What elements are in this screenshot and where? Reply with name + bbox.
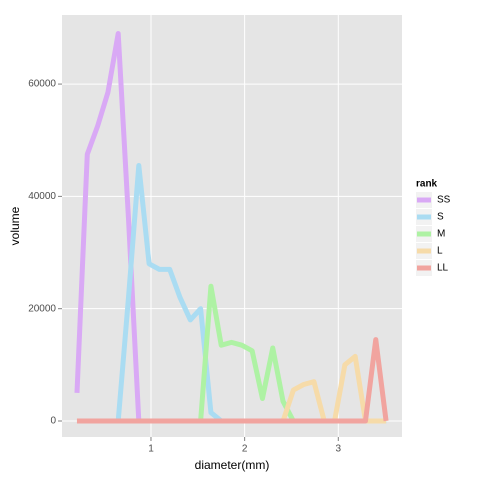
x-tick-label: 1	[148, 444, 154, 455]
legend-label: S	[437, 212, 444, 223]
series-line	[76, 337, 389, 424]
plot-panel	[62, 15, 402, 437]
legend-label: M	[437, 229, 445, 240]
y-tick-label: 0	[50, 416, 56, 427]
y-axis-title: volume	[8, 206, 22, 245]
x-axis-title: diameter(mm)	[195, 458, 270, 472]
y-tick-label: 60000	[28, 79, 56, 90]
y-tick-label: 40000	[28, 191, 56, 202]
x-tick-label: 2	[242, 444, 248, 455]
legend-label: LL	[437, 263, 449, 274]
legend-title: rank	[416, 179, 438, 190]
legend-label: L	[437, 246, 443, 257]
x-tick-label: 3	[336, 444, 342, 455]
y-tick-label: 20000	[28, 303, 56, 314]
legend-label: SS	[437, 195, 451, 206]
